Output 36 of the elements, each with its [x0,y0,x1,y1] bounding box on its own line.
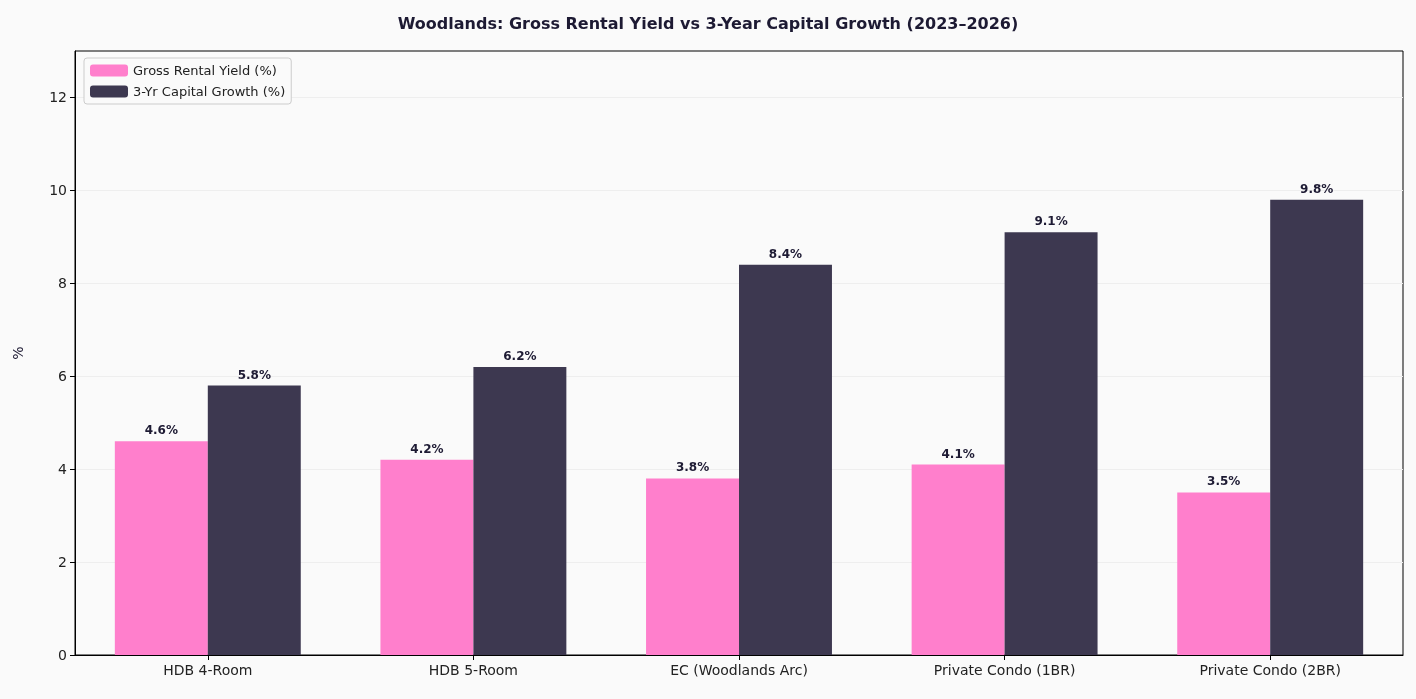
data-label: 4.2% [410,441,444,456]
y-tick-label: 12 [49,89,67,106]
data-label: 3.5% [1207,474,1241,489]
bar [911,464,1005,655]
data-label: 6.2% [503,348,537,363]
y-tick-label: 8 [58,275,67,292]
legend-label: Gross Rental Yield (%) [133,63,277,78]
bar [380,459,474,655]
x-tick-label: HDB 5-Room [428,662,518,678]
bar [1004,232,1098,655]
y-tick-label: 2 [58,554,67,571]
x-tick-label: Private Condo (2BR) [1199,662,1341,678]
data-label: 4.1% [941,446,975,461]
data-label: 4.6% [144,423,178,438]
x-tick-label: Private Condo (1BR) [933,662,1076,678]
x-tick-label: EC (Woodlands Arc) [670,662,808,678]
y-axis-title: % [10,346,26,360]
bar [1177,492,1271,655]
y-tick-label: 4 [58,461,68,478]
legend-label: 3-Yr Capital Growth (%) [133,84,286,99]
bar [473,366,567,655]
data-label: 9.8% [1300,181,1334,196]
bar [207,385,301,655]
data-label: 5.8% [237,367,271,382]
y-tick-label: 6 [58,368,68,385]
data-label: 8.4% [768,246,803,261]
y-tick-label: 0 [58,647,67,663]
data-label: 3.8% [675,460,710,475]
bar [114,441,208,655]
bar [739,264,832,655]
bar [1270,199,1364,655]
bar [646,478,739,655]
y-tick-label: 10 [49,182,67,199]
data-label: 9.1% [1034,214,1068,229]
x-tick-label: HDB 4-Room [163,662,253,678]
chart-title: Woodlands: Gross Rental Yield vs 3-Year Capital Growth (2023–2026) [397,13,1019,33]
